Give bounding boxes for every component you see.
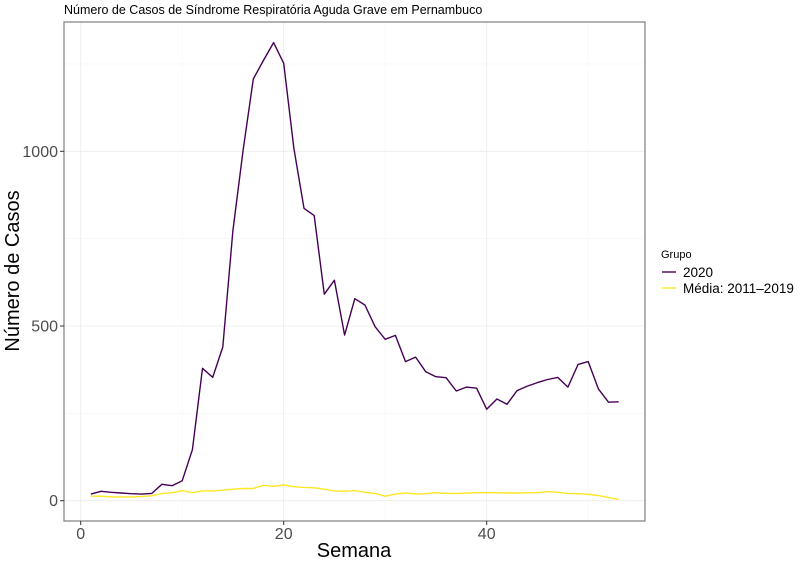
y-tick-label: 1000 <box>22 144 58 161</box>
legend-title: Grupo <box>661 249 692 261</box>
legend-label: Média: 2011–2019 <box>683 281 794 296</box>
axes: 0 500 1000 0 20 40 <box>22 144 495 543</box>
y-axis-title: Número de Casos <box>2 190 24 351</box>
chart-title: Número de Casos de Síndrome Respiratória… <box>64 3 482 17</box>
x-tick-label: 40 <box>478 526 496 543</box>
legend-label: 2020 <box>683 265 713 280</box>
plot-series <box>90 41 619 500</box>
plot-panel-border <box>63 21 646 522</box>
y-tick-label: 0 <box>49 493 58 510</box>
y-tick-label: 500 <box>31 319 58 336</box>
x-axis-title: Semana <box>317 540 392 562</box>
series-line-2020 <box>90 41 619 495</box>
series-line-media <box>90 484 619 500</box>
x-tick-label: 20 <box>275 526 293 543</box>
x-tick-label: 0 <box>76 526 85 543</box>
grid-lines <box>64 22 645 521</box>
